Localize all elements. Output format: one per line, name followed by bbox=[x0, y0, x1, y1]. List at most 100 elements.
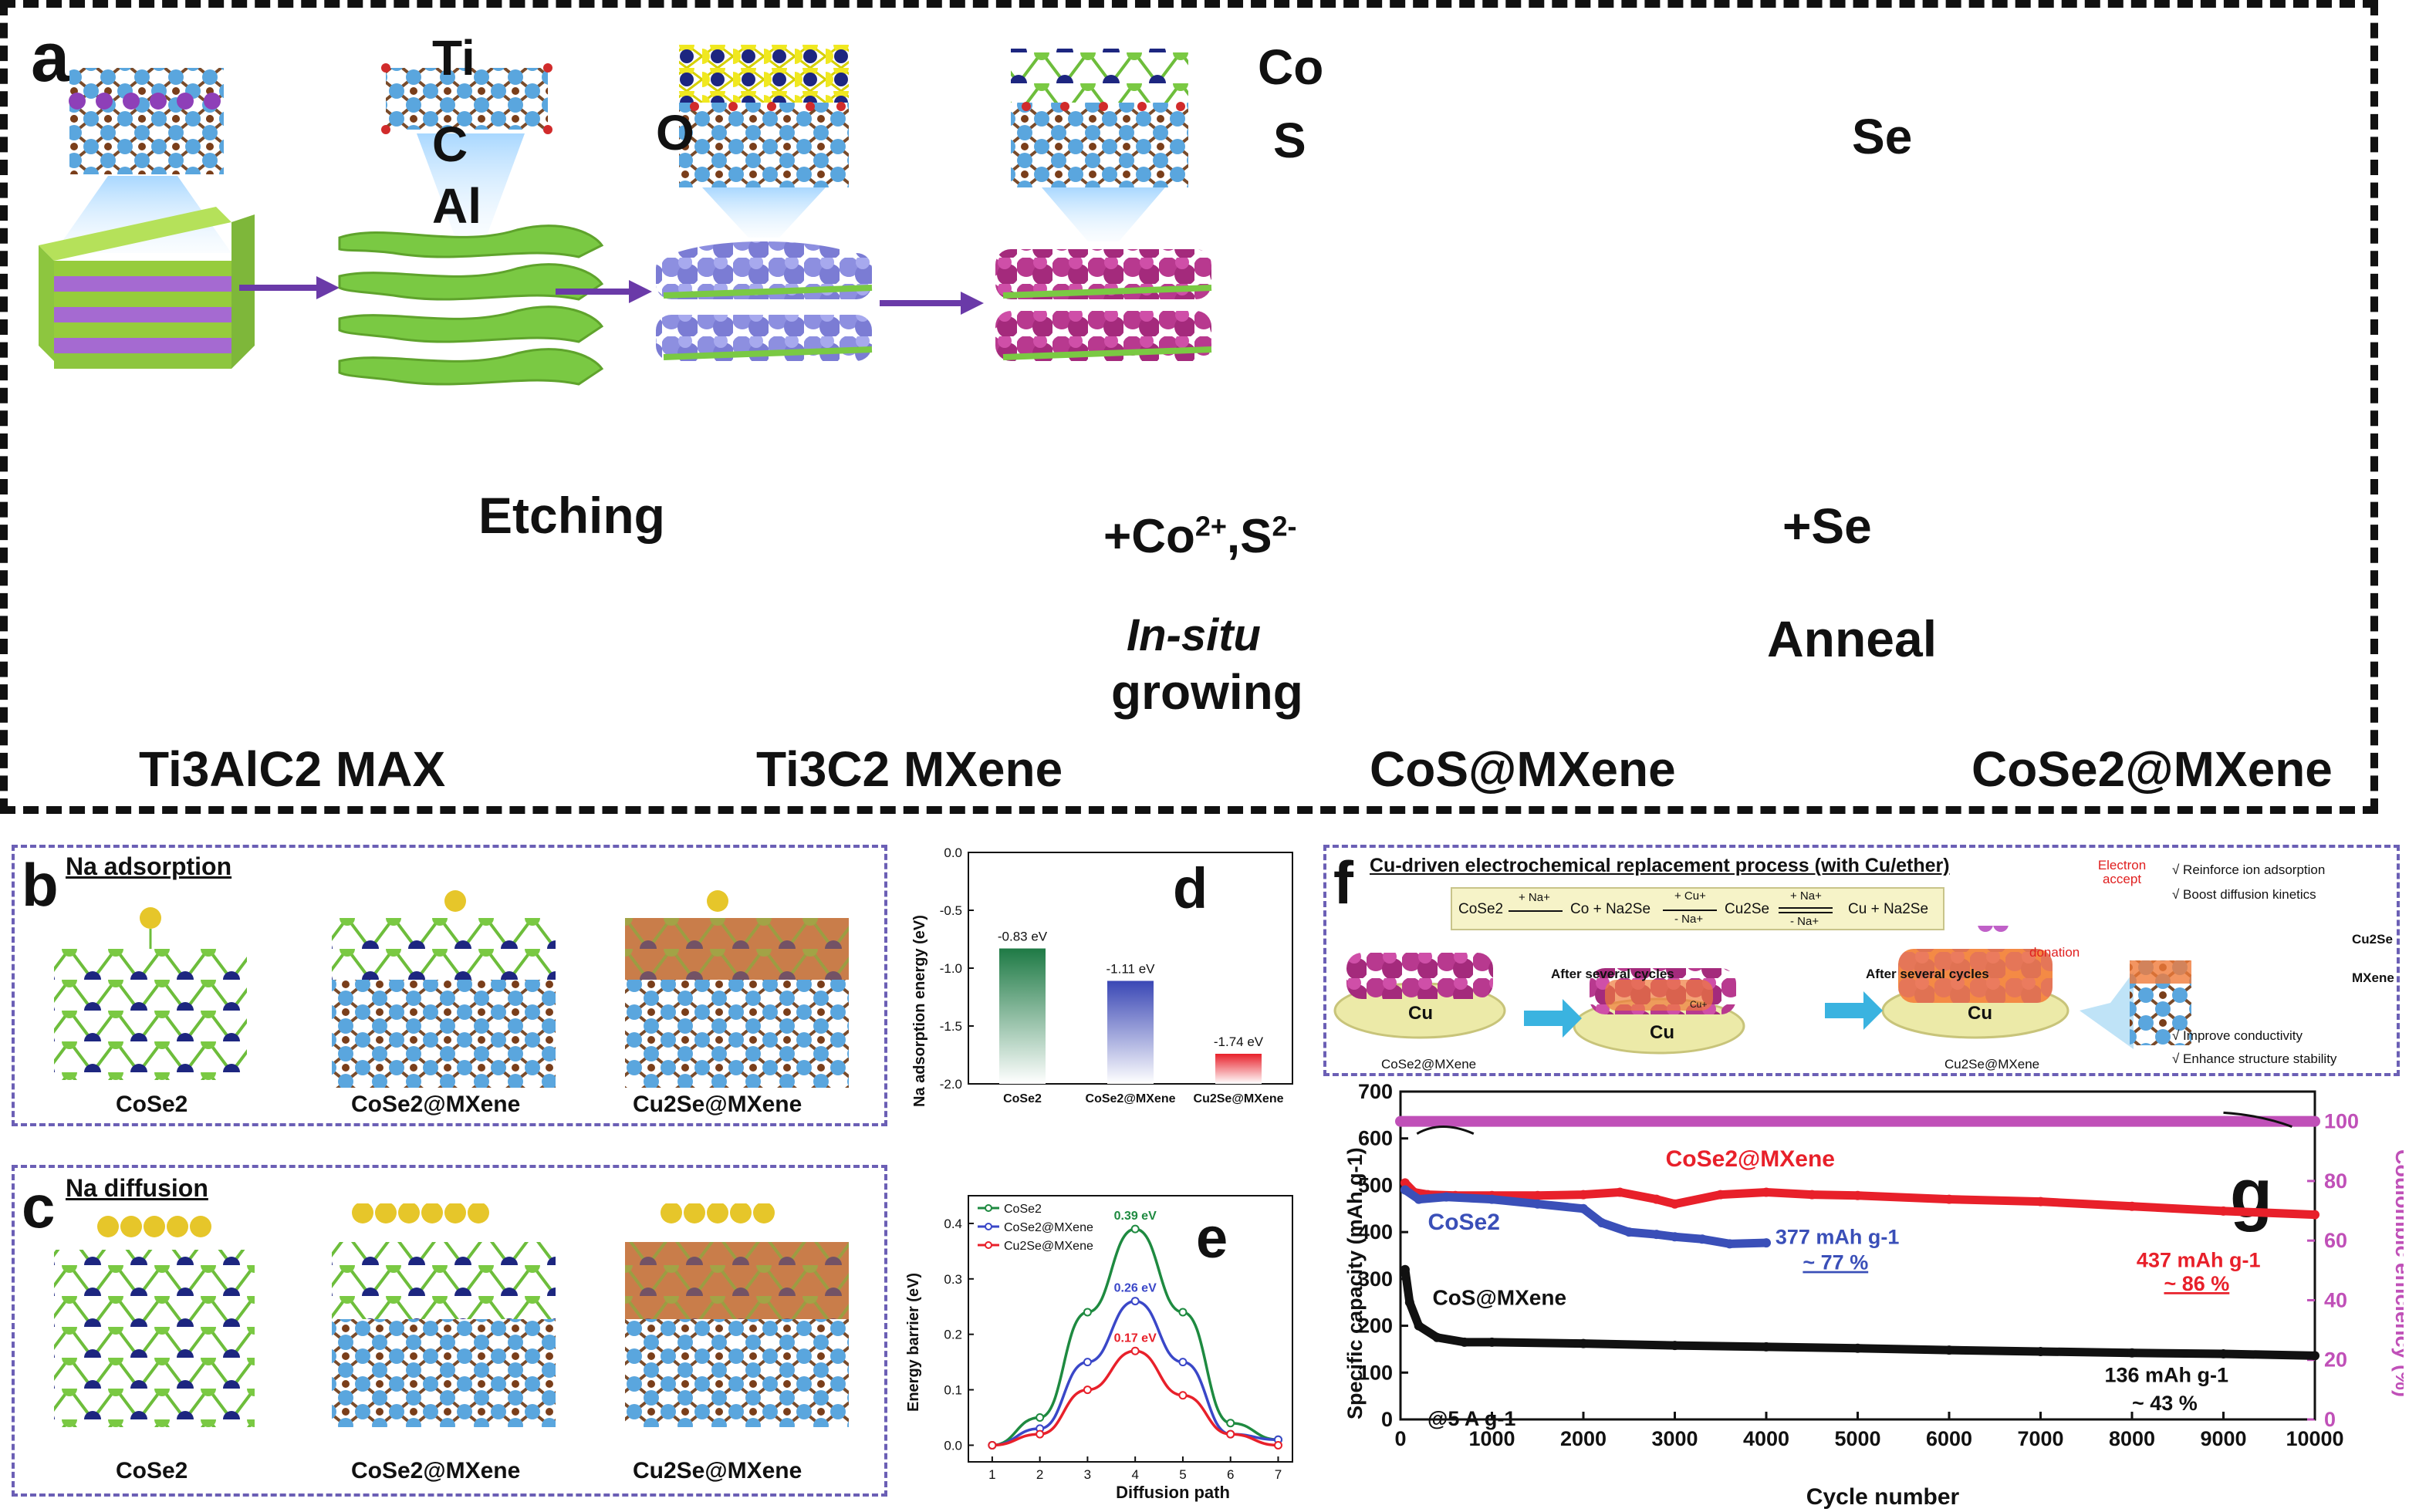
chart-d-bar bbox=[999, 948, 1046, 1084]
chart-g-retention: ~ 77 % bbox=[1803, 1251, 1868, 1274]
cu-label-3: Cu bbox=[1968, 1003, 1992, 1024]
chart-e-point bbox=[988, 1440, 997, 1450]
reaction-arrow-3-line-b bbox=[1779, 912, 1833, 913]
chart-e-xtick-label: 7 bbox=[1275, 1467, 1282, 1482]
chart-g-point bbox=[1579, 1338, 1588, 1348]
chart-g-point bbox=[1853, 1343, 1863, 1353]
arrow-label-in-situ: In-situ bbox=[1127, 610, 1261, 660]
chart-g-point bbox=[1762, 1116, 1771, 1126]
chart-g-point bbox=[2310, 1210, 2319, 1220]
chart-e-peak-label: 0.17 eV bbox=[1114, 1331, 1157, 1345]
arrow-label-growing: growing bbox=[1111, 664, 1303, 720]
chart-g-series-name: CoSe2@MXene bbox=[1666, 1146, 1835, 1172]
chart-g-point bbox=[1432, 1332, 1442, 1342]
chart-e-legend-marker bbox=[985, 1241, 992, 1249]
chart-e-point bbox=[1178, 1391, 1188, 1400]
chart-g-retention: ~ 43 % bbox=[2132, 1392, 2198, 1415]
chart-g-y2label: Coulombic efficiency (%) bbox=[2391, 1149, 2404, 1397]
chart-g-point bbox=[1670, 1341, 1680, 1351]
panel-b-caption-2: CoSe2@MXene bbox=[351, 1092, 521, 1117]
chart-d-ytick-label: -1.0 bbox=[940, 961, 962, 976]
after-several-cycles-1: After several cycles bbox=[1551, 967, 1674, 981]
chart-g-ytick-label: 600 bbox=[1358, 1127, 1393, 1150]
panel-f-title: Cu-driven electrochemical replacement pr… bbox=[1370, 855, 1950, 876]
chart-g-point bbox=[1596, 1218, 1607, 1227]
chart-d-ytick-label: -1.5 bbox=[940, 1019, 962, 1034]
chart-g-point bbox=[1698, 1234, 1708, 1244]
chart-d-ytick-label: 0.0 bbox=[944, 845, 962, 860]
panel-c-frame bbox=[12, 1165, 887, 1497]
chart-e-point bbox=[1226, 1419, 1235, 1428]
chart-g-point bbox=[1944, 1194, 1954, 1204]
chart-g-point bbox=[1532, 1199, 1542, 1209]
chart-g-point bbox=[1670, 1232, 1680, 1242]
chart-e-point bbox=[1226, 1429, 1235, 1439]
chart-g-y2tick-label: 20 bbox=[2324, 1348, 2347, 1372]
chart-d-category-label: Cu2Se@MXene bbox=[1194, 1092, 1284, 1105]
reaction-arrow-2-top: + Cu+ bbox=[1674, 889, 1706, 903]
chart-g-y2tick-label: 0 bbox=[2324, 1408, 2336, 1431]
side-label-cu2se: Cu2Se bbox=[2352, 932, 2393, 947]
panel-a-frame bbox=[0, 0, 2378, 814]
chart-g-point bbox=[1670, 1116, 1680, 1126]
cu-label-1: Cu bbox=[1408, 1003, 1433, 1024]
chart-g-point bbox=[2127, 1116, 2137, 1126]
chart-g-point bbox=[1725, 1239, 1735, 1249]
chart-e-ytick-label: 0.1 bbox=[944, 1383, 962, 1398]
chart-g-xlabel: Cycle number bbox=[1806, 1484, 1960, 1510]
chart-g-annotation: 136 mAh g-1 bbox=[2104, 1363, 2228, 1386]
chart-g-point bbox=[1762, 1342, 1771, 1352]
panel-b-title: Na adsorption bbox=[66, 852, 232, 880]
chart-g-point bbox=[1414, 1321, 1424, 1331]
panel-c-title: Na diffusion bbox=[66, 1174, 208, 1202]
reaction-arrow-3-bot: - Na+ bbox=[1790, 915, 1819, 928]
chart-e-xtick-label: 1 bbox=[988, 1467, 995, 1482]
chart-g-xtick-label: 0 bbox=[1394, 1427, 1406, 1450]
benefit-4: √ Enhance structure stability bbox=[2172, 1051, 2337, 1066]
chart-g-axis-arrow-left bbox=[1416, 1126, 1475, 1136]
chart-e-point bbox=[1083, 1385, 1092, 1395]
chart-g-point bbox=[1579, 1203, 1588, 1213]
chart-g-ytick-label: 400 bbox=[1358, 1220, 1393, 1244]
chart-g-axis-arrow-right bbox=[2223, 1111, 2292, 1128]
chart-g-point bbox=[1715, 1190, 1725, 1200]
chart-d-bar bbox=[1215, 1054, 1262, 1084]
chart-e-frame bbox=[968, 1195, 1293, 1463]
chart-e-point bbox=[1130, 1297, 1140, 1306]
chart-g-point bbox=[2310, 1116, 2319, 1126]
chart-e-point bbox=[1130, 1346, 1140, 1355]
chart-g-point bbox=[1396, 1116, 1405, 1126]
stage-label-cose2-mxene: CoSe2@MXene bbox=[1971, 741, 2333, 797]
chart-g-series-name: CoS@MXene bbox=[1432, 1285, 1566, 1309]
chart-g-point bbox=[2127, 1201, 2137, 1211]
chart-g-ytick-label: 0 bbox=[1381, 1408, 1393, 1431]
stage-label-max: Ti3AlC2 MAX bbox=[139, 741, 446, 797]
chart-g-point bbox=[1944, 1345, 1954, 1355]
chart-g-point bbox=[1853, 1116, 1863, 1126]
benefit-2: √ Boost diffusion kinetics bbox=[2172, 887, 2316, 902]
chart-g-point bbox=[1579, 1190, 1588, 1200]
chart-g-point bbox=[1579, 1116, 1588, 1126]
chart-d-bar bbox=[1107, 980, 1154, 1084]
chart-g-point bbox=[1487, 1116, 1497, 1126]
chart-g-xtick-label: 4000 bbox=[1743, 1427, 1789, 1450]
chart-g-point bbox=[2218, 1206, 2228, 1216]
reaction-r2: Co + Na2Se bbox=[1570, 901, 1651, 917]
chart-g-y2tick-label: 80 bbox=[2324, 1169, 2347, 1193]
chart-e-ytick-label: 0.2 bbox=[944, 1328, 962, 1342]
reaction-arrow-2-bot: - Na+ bbox=[1674, 913, 1704, 926]
chart-e-xtick-label: 5 bbox=[1179, 1467, 1186, 1482]
chart-d-ytick-label: -2.0 bbox=[940, 1077, 962, 1092]
chart-g-point bbox=[2310, 1351, 2319, 1361]
arrow-label-co-s: +Co2+,S2- bbox=[1103, 510, 1297, 563]
side-label-mxene: MXene bbox=[2352, 970, 2394, 985]
panel-a-letter: a bbox=[31, 19, 70, 96]
chart-g: g Specific capacity (mAh g-1) Coulombic … bbox=[1343, 1080, 2404, 1510]
chart-g-letter: g bbox=[2230, 1156, 2272, 1233]
cu-label-2: Cu bbox=[1650, 1022, 1674, 1043]
panel-a-schematic bbox=[39, 45, 1212, 386]
arrow-label-plus-se: +Se bbox=[1782, 498, 1872, 554]
panel-f-frame bbox=[1323, 845, 2400, 1076]
panel-f-illustration bbox=[1333, 926, 2191, 1055]
chart-g-point bbox=[1651, 1230, 1661, 1240]
